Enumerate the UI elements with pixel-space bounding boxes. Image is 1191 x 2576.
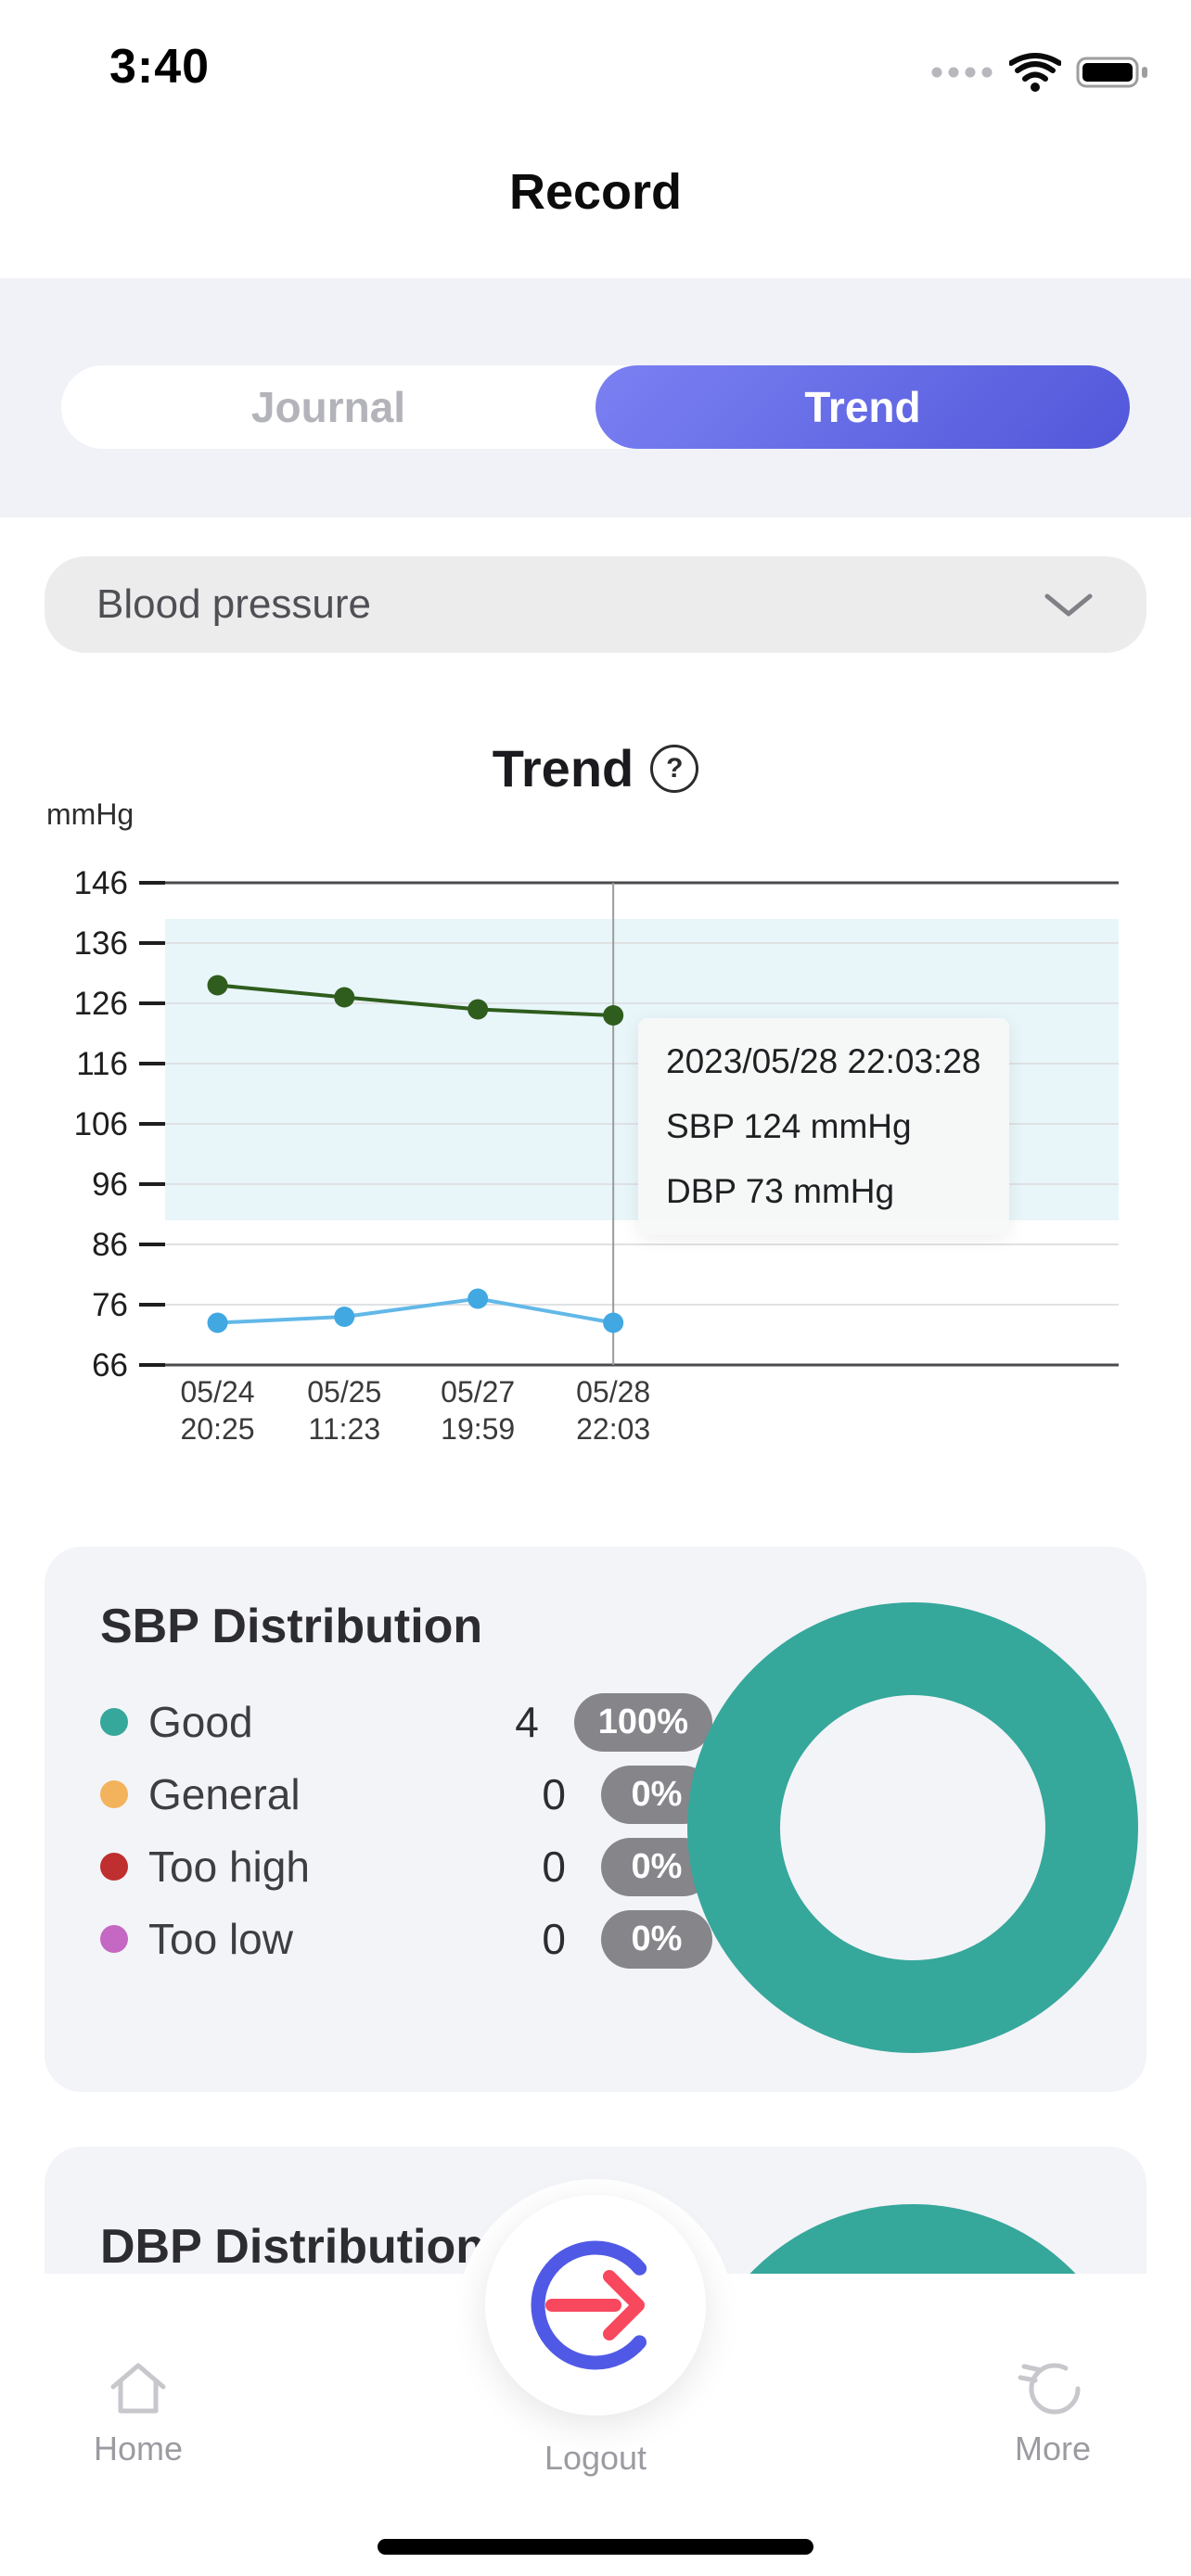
legend-row-good: Good 4 100% [100,1692,712,1752]
svg-text:22:03: 22:03 [576,1412,650,1446]
wifi-icon [1009,53,1061,92]
svg-text:116: 116 [76,1046,128,1082]
svg-text:20:25: 20:25 [181,1412,255,1446]
metric-dropdown-value: Blood pressure [96,581,371,627]
svg-text:76: 76 [92,1287,128,1323]
sbp-distribution-card: SBP Distribution Good 4 100% General 0 0… [45,1547,1146,2092]
legend-label: General [148,1770,301,1818]
legend-count: 4 [515,1698,539,1746]
logout-refresh-icon [531,2240,660,2370]
tooltip-timestamp: 2023/05/28 22:03:28 [666,1042,981,1080]
svg-text:136: 136 [74,925,128,962]
legend-count: 0 [542,1770,566,1818]
svg-text:96: 96 [92,1167,128,1203]
help-icon[interactable]: ? [650,744,699,793]
legend-label: Too low [148,1915,293,1963]
tooltip-sbp-value: SBP 124 mmHg [666,1107,912,1145]
segmented-control: Journal Trend [61,365,1130,449]
tooltip-dbp-value: DBP 73 mmHg [666,1172,895,1210]
y-axis-unit-label: mmHg [46,797,134,831]
dbp-distribution-title: DBP Distribution [100,2220,486,2274]
svg-text:66: 66 [92,1347,128,1384]
status-icons [929,52,1152,93]
home-indicator[interactable] [378,2539,813,2555]
page-title: Record [508,164,683,220]
svg-text:05/25: 05/25 [307,1375,381,1409]
home-icon [110,2363,166,2414]
sbp-donut-chart [687,1602,1138,2053]
legend-count: 0 [542,1915,566,1963]
svg-text:106: 106 [74,1106,128,1142]
nav-label-home: Home [93,2429,184,2468]
legend-count: 0 [542,1843,566,1891]
trend-chart-area: 146 136 126 116 106 96 86 76 66 05/24 20:25 05/25 11… [45,855,1121,1456]
legend-percent-badge: 0% [601,1909,712,1969]
cellular-dots-icon [931,67,992,78]
legend-dot-icon [100,1708,128,1736]
nav-item-more[interactable]: More [979,2353,1127,2468]
legend-row-too-high: Too high 0 0% [100,1837,712,1896]
sbp-distribution-title: SBP Distribution [100,1600,483,1653]
svg-text:11:23: 11:23 [308,1412,380,1446]
svg-text:05/28: 05/28 [576,1375,650,1409]
legend-label: Too high [148,1843,310,1891]
legend-row-general: General 0 0% [100,1765,712,1824]
segmented-control-band: Journal Trend [0,278,1191,517]
nav-item-home[interactable]: Home [64,2353,212,2468]
svg-text:05/24: 05/24 [181,1375,255,1409]
svg-text:19:59: 19:59 [441,1412,515,1446]
svg-text:146: 146 [74,865,128,901]
tab-journal[interactable]: Journal [250,383,406,431]
legend-dot-icon [100,1853,128,1881]
trend-section-title: Trend [492,739,634,797]
metric-dropdown[interactable]: Blood pressure [45,556,1146,653]
legend-row-too-low: Too low 0 0% [100,1909,712,1969]
legend-percent-badge: 100% [573,1692,712,1752]
svg-text:126: 126 [74,986,128,1022]
chevron-down-icon [1044,593,1093,617]
more-icon [1018,2363,1081,2415]
trend-heading: Trend ? [0,738,1191,798]
status-bar: 3:40 [0,0,1191,121]
svg-text:86: 86 [92,1227,128,1263]
legend-dot-icon [100,1780,128,1808]
sbp-legend: Good 4 100% General 0 0% Too high 0 0% T… [100,1692,712,1969]
battery-icon [1076,57,1147,88]
legend-dot-icon [100,1925,128,1953]
tab-trend[interactable]: Trend [596,365,1130,449]
chart-tooltip: 2023/05/28 22:03:28 SBP 124 mmHg DBP 73 … [638,1018,1009,1235]
legend-label: Good [148,1698,253,1746]
logout-button[interactable] [485,2195,706,2416]
svg-text:05/27: 05/27 [441,1375,515,1409]
nav-label-logout: Logout [544,2439,647,2477]
nav-label-more: More [1014,2429,1092,2468]
status-time: 3:40 [109,40,211,94]
